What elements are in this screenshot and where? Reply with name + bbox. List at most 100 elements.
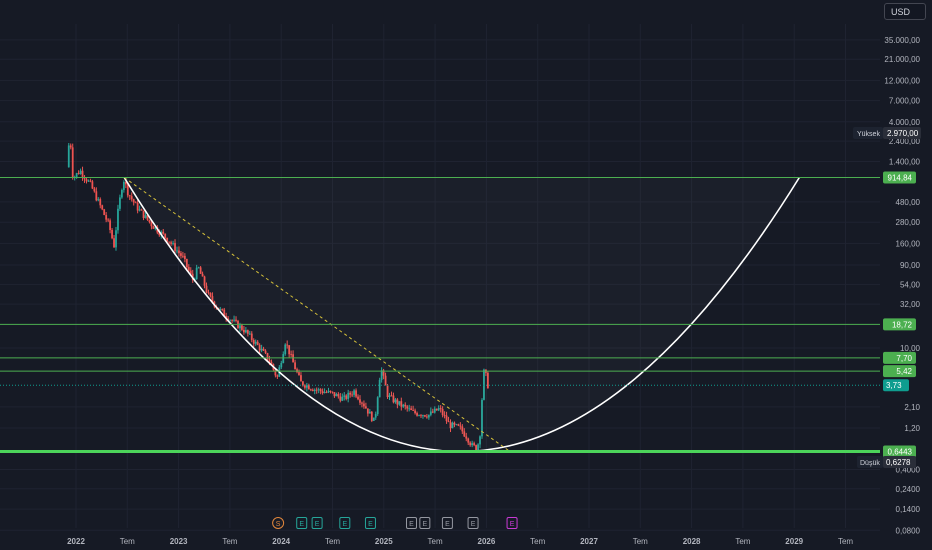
candle-body: [394, 399, 397, 403]
event-marker-glyph: E: [368, 521, 373, 528]
candle-body: [311, 389, 314, 391]
candle-body: [305, 385, 308, 388]
candle-body: [410, 408, 413, 410]
candle-body: [126, 184, 129, 196]
candle-body: [422, 415, 424, 417]
price-tick-label: 10,00: [900, 344, 921, 353]
event-marker-glyph: E: [409, 521, 414, 528]
price-tick-label: 4.000,00: [889, 118, 921, 127]
time-tick-label: Tem: [428, 537, 443, 546]
candle-body: [337, 394, 340, 397]
candle-body: [429, 411, 432, 415]
candle-body: [119, 197, 121, 209]
candle-body: [364, 406, 367, 409]
time-tick-label: 2026: [478, 537, 496, 546]
level-label-bg: [883, 351, 916, 364]
level-label: 5,42: [896, 367, 912, 376]
time-tick-label: Tem: [735, 537, 750, 546]
candle-body: [89, 180, 92, 182]
level-label: 7,70: [896, 354, 912, 363]
candle-body: [101, 205, 104, 210]
candle-body: [303, 385, 306, 388]
candle-body: [388, 395, 391, 398]
time-tick-label: 2022: [67, 537, 85, 546]
candle-body: [258, 344, 261, 351]
candle-body: [207, 292, 210, 294]
candle-body: [229, 320, 232, 322]
candle-body: [309, 389, 312, 391]
candle-body: [69, 145, 72, 148]
candle-body: [142, 210, 145, 219]
candle-body: [197, 267, 200, 269]
candle-body: [180, 253, 182, 256]
candle-body: [150, 222, 153, 227]
candle-body: [453, 422, 456, 425]
level-label: 18,72: [892, 320, 913, 329]
time-axis[interactable]: 2022 Tem 2023 Tem 2024 Tem 2025 Tem 2026 Tem 2027 T…: [67, 537, 853, 546]
candle-body: [481, 399, 483, 437]
time-tick-label: 2029: [785, 537, 803, 546]
candle-body: [268, 360, 271, 362]
candle-body: [132, 199, 135, 203]
candle-body: [366, 408, 369, 414]
candle-body: [329, 390, 332, 392]
price-tick-label: 90,00: [900, 261, 921, 270]
level-label: 914,84: [888, 174, 913, 183]
candle-body: [441, 409, 444, 416]
candle-body: [111, 229, 113, 239]
candle-body: [349, 392, 352, 395]
price-tick-label: 12.000,00: [884, 76, 920, 85]
candle-body: [164, 233, 167, 238]
price-tick-label: 21.000,00: [884, 55, 920, 64]
time-tick-label: 2024: [272, 537, 290, 546]
candle-body: [414, 410, 416, 414]
candle-body: [374, 414, 377, 418]
price-tick-label: 0,2400: [896, 485, 921, 494]
candle-body: [467, 438, 470, 443]
candle-body: [250, 333, 253, 340]
candle-body: [178, 250, 180, 254]
level-label-bg: [883, 365, 916, 378]
candle-body: [378, 379, 381, 398]
price-labels: 914,84 18,72 7,70 5,42 0,6443 3,73 Yüksek 2.970…: [853, 127, 921, 468]
price-tick-label: 7.000,00: [889, 97, 921, 106]
candle-body: [109, 220, 111, 230]
candle-body: [183, 255, 186, 260]
candle-body: [380, 370, 383, 380]
candle-body: [201, 273, 204, 277]
candle-body: [473, 443, 476, 446]
candle-body: [321, 391, 324, 394]
candle-body: [81, 170, 84, 177]
price-tick-label: 0,4000: [896, 465, 921, 474]
candle-body: [231, 320, 233, 322]
event-marker-glyph: E: [445, 521, 450, 528]
price-axis[interactable]: 35.000,00 21.000,00 12.000,00 7.000,00 4.000…: [884, 36, 920, 535]
candle-body: [396, 399, 399, 405]
time-tick-label: Tem: [633, 537, 648, 546]
candle-body: [176, 250, 178, 252]
candle-body: [469, 442, 472, 446]
candle-body: [341, 396, 344, 401]
candle-body: [187, 266, 190, 271]
candle-body: [172, 243, 174, 244]
candle-body: [266, 353, 269, 361]
currency-selector[interactable]: USD: [884, 3, 926, 20]
time-tick-label: Tem: [120, 537, 135, 546]
price-tick-label: 1,20: [904, 424, 920, 433]
candle-body: [248, 333, 251, 335]
candle-body: [103, 209, 106, 216]
earnings-marker: [467, 517, 479, 529]
candle-body: [351, 394, 354, 396]
candle-body: [333, 392, 336, 397]
candle-body: [121, 189, 123, 198]
candle-body: [412, 409, 415, 411]
candle-body: [398, 401, 401, 405]
candle-body: [195, 267, 198, 280]
earnings-marker: [364, 517, 376, 529]
level-label-bg: [883, 171, 916, 184]
candle-body: [219, 308, 222, 310]
candle-body: [455, 424, 458, 426]
candle-body: [168, 241, 171, 243]
candle-body: [252, 339, 255, 344]
